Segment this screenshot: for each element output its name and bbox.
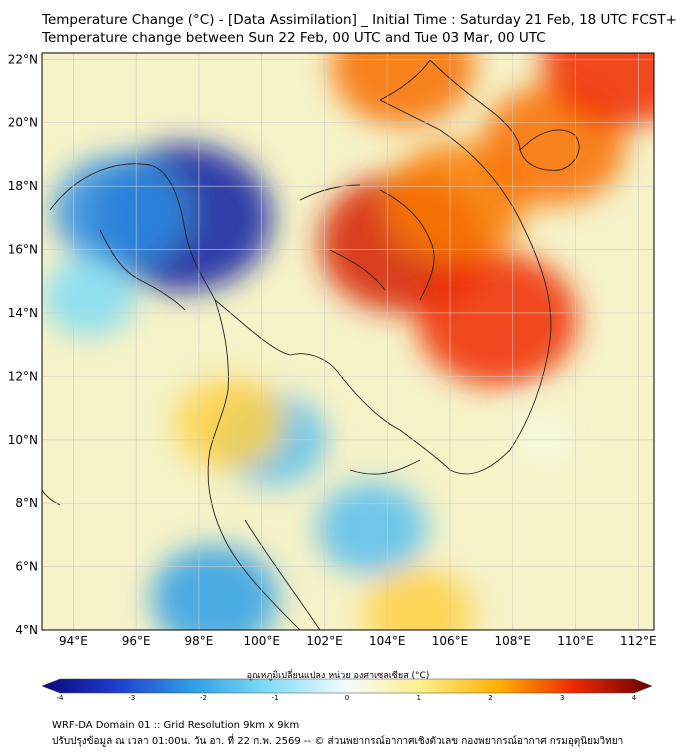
- lon-label: 110°E: [557, 634, 594, 648]
- coastlines-borders: [42, 59, 580, 630]
- lon-label: 108°E: [495, 634, 532, 648]
- colorbar-tick-label: 1: [417, 694, 421, 702]
- lon-label: 100°E: [243, 634, 280, 648]
- temperature-anomaly-7: [542, 53, 654, 127]
- colorbar-tick-label: 3: [560, 694, 564, 702]
- map-gridlines: [42, 53, 654, 630]
- lat-label: 20°N: [8, 116, 38, 130]
- lat-label: 6°N: [15, 560, 38, 574]
- temperature-anomaly-1: [53, 155, 188, 268]
- colorbar-title: อุณหภูมิเปลี่ยนแปลง หน่วย องศาเซลเซียส (…: [246, 671, 430, 681]
- colorbar-tick-label: -4: [57, 694, 65, 702]
- colorbar-tick-label: 4: [632, 694, 637, 702]
- lat-label: 10°N: [8, 433, 38, 447]
- lat-label: 4°N: [15, 623, 38, 637]
- lat-label: 12°N: [8, 369, 38, 383]
- lat-label: 14°N: [8, 306, 38, 320]
- lon-label: 106°E: [432, 634, 469, 648]
- temperature-anomaly-2: [42, 258, 136, 337]
- colorbar-tick-label: -1: [272, 694, 279, 702]
- lat-label: 8°N: [15, 496, 38, 510]
- map-title: Temperature Change (°C) - [Data Assimila…: [42, 12, 676, 28]
- temperature-anomaly-4: [416, 252, 578, 387]
- temperature-anomaly-13: [175, 377, 286, 470]
- lon-label: 96°E: [122, 634, 151, 648]
- map-subtitle: Temperature change between Sun 22 Feb, 0…: [42, 30, 546, 46]
- temperature-anomaly-8: [330, 53, 475, 126]
- colorbar-bar: [41, 678, 653, 694]
- longitude-labels: 94°E 96°E 98°E 100°E 102°E 104°E 106°E 108°E 110…: [59, 634, 657, 648]
- lat-label: 22°N: [8, 52, 38, 66]
- lat-label: 18°N: [8, 179, 38, 193]
- lat-label: 16°N: [8, 243, 38, 257]
- map-frame: [41, 52, 655, 631]
- footer-credit: ปรับปรุงข้อมูล ณ เวลา 01:00น. วัน อา. ที…: [52, 736, 624, 747]
- lon-label: 98°E: [184, 634, 213, 648]
- temperature-anomaly-10: [316, 482, 427, 575]
- colorbar-tick-label: 2: [488, 694, 492, 702]
- lon-label: 104°E: [369, 634, 406, 648]
- colorbar-tick-label: -2: [200, 694, 207, 702]
- temperature-anomaly-14: [363, 568, 474, 630]
- temperature-field: [42, 53, 654, 630]
- lon-label: 112°E: [620, 634, 657, 648]
- lon-label: 102°E: [306, 634, 343, 648]
- colorbar-tick-label: 0: [345, 694, 349, 702]
- colorbar-ticks: -4 -3 -2 -1 0 1 2 3 4: [57, 694, 637, 702]
- footer-model-info: WRF-DA Domain 01 :: Grid Resolution 9km …: [52, 720, 300, 731]
- colorbar-tick-label: -3: [128, 694, 135, 702]
- latitude-labels: 22°N 20°N 18°N 16°N 14°N 12°N 10°N 8°N 6°N 4°N: [8, 52, 38, 637]
- colorbar: -4 -3 -2 -1 0 1 2 3 4: [41, 678, 653, 702]
- lon-label: 94°E: [59, 634, 88, 648]
